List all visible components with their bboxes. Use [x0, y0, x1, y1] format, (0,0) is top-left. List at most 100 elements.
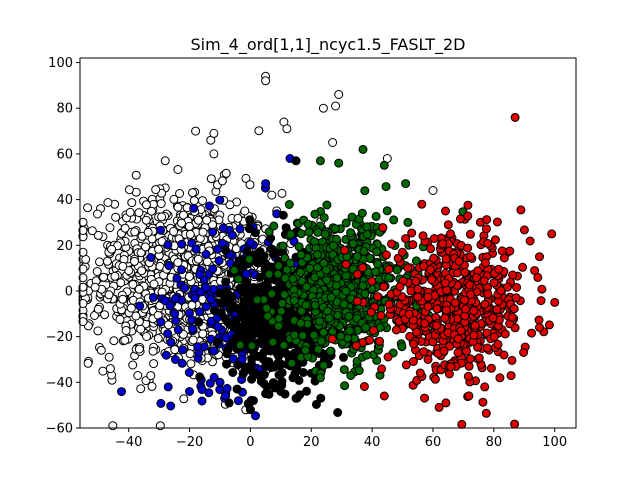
point-s2-579	[221, 245, 231, 255]
point-s0-1117	[133, 371, 143, 380]
point-s4-509	[438, 239, 448, 249]
point-s0-643	[78, 247, 88, 257]
point-s0-991	[78, 226, 88, 235]
y-tick-label-40: 40	[56, 193, 73, 208]
point-s0-1057	[142, 332, 151, 341]
point-s4-589	[432, 304, 442, 314]
point-s3-683	[358, 281, 368, 291]
point-s2-366	[228, 368, 238, 377]
point-s0-1061	[164, 320, 173, 330]
x-tick-label-100: 100	[542, 435, 567, 450]
point-s3-609	[348, 239, 358, 249]
point-s1-179	[201, 249, 211, 259]
point-s4-557	[466, 290, 476, 299]
point-s4-153	[481, 224, 491, 234]
point-s3-430	[264, 227, 274, 237]
point-s1-185	[171, 294, 181, 304]
point-s0-656	[126, 303, 136, 313]
point-s0-23	[95, 257, 104, 267]
point-s3-679	[341, 271, 351, 281]
point-s2-655	[291, 393, 301, 403]
point-s3-110	[279, 340, 289, 350]
point-s3-604	[352, 252, 362, 261]
point-s3-693	[345, 326, 355, 336]
point-s3-642	[305, 263, 315, 273]
point-s4-505	[479, 276, 489, 286]
point-s3-535	[296, 250, 306, 260]
point-s1-151	[156, 225, 166, 235]
point-s4-552	[327, 334, 337, 344]
point-s2-622	[243, 285, 253, 295]
point-s3-383	[320, 229, 330, 239]
point-s4-333	[505, 246, 515, 256]
point-s0-760	[137, 266, 147, 276]
point-s4-563	[490, 235, 500, 245]
point-s0-857	[93, 230, 103, 240]
point-s3-595	[319, 327, 329, 337]
point-s3-571	[336, 331, 346, 341]
point-s4-606	[480, 382, 490, 392]
point-s4-559	[494, 264, 504, 274]
point-s2-643	[212, 337, 222, 347]
point-s4-553	[496, 286, 506, 296]
point-s2-200	[222, 359, 231, 369]
point-s0-1060	[198, 329, 208, 339]
point-s0-932	[179, 210, 188, 220]
point-s4-425	[378, 223, 388, 233]
point-s4-566	[453, 348, 463, 358]
point-s2-580	[223, 345, 233, 354]
point-s0-1018	[87, 226, 97, 236]
point-s4-541	[450, 298, 460, 308]
point-s4-598	[440, 278, 450, 288]
point-s2-492	[247, 374, 257, 384]
point-s3-704	[401, 179, 411, 189]
point-s4-530	[429, 234, 439, 243]
point-s4-374	[384, 264, 394, 274]
point-s2-402	[244, 224, 254, 234]
point-s1-196	[251, 411, 260, 421]
point-s2-592	[285, 308, 295, 318]
point-s4-139	[465, 354, 475, 364]
point-s4-522	[480, 258, 490, 268]
point-s3-256	[277, 298, 287, 308]
point-s2-394	[298, 368, 308, 377]
x-tick-label-0: 0	[246, 435, 254, 450]
point-s1-119	[195, 307, 205, 317]
point-s4-590	[507, 312, 517, 322]
point-s1-223	[215, 377, 225, 387]
point-s4-440	[457, 419, 467, 429]
point-s0-289	[78, 273, 88, 283]
point-s0-692	[147, 234, 157, 244]
point-s1-206	[221, 391, 231, 401]
point-s3-593	[371, 211, 381, 221]
point-s0-893	[254, 126, 264, 136]
point-s1-195	[241, 269, 251, 279]
point-s1-20	[166, 337, 176, 347]
point-s1-81	[214, 256, 224, 266]
point-s0-1064	[170, 345, 180, 355]
point-s4-101	[525, 236, 535, 246]
point-s4-92	[408, 357, 418, 366]
point-s4-360	[483, 289, 493, 299]
point-s0-1114	[428, 186, 438, 195]
y-tick-label--20: −20	[46, 330, 73, 345]
point-s0-258	[241, 173, 251, 183]
point-s2-623	[237, 302, 247, 312]
point-s4-531	[533, 272, 543, 282]
point-s0-582	[148, 346, 158, 356]
point-s1-83	[201, 302, 211, 312]
point-s4-582	[404, 309, 414, 319]
point-s3-646	[263, 311, 273, 321]
x-tick-label--20: −20	[176, 435, 203, 450]
point-s4-571	[492, 304, 502, 314]
y-tick-label-0: 0	[65, 284, 73, 299]
point-s1-177	[191, 244, 201, 254]
x-tick-label-60: 60	[425, 435, 442, 450]
point-s4-549	[446, 362, 456, 372]
point-s4-160	[527, 328, 537, 338]
point-s3-696	[332, 273, 342, 283]
point-s3-471	[341, 218, 351, 228]
point-s4-418	[443, 220, 453, 230]
point-s4-554	[359, 382, 369, 391]
point-s1-163	[213, 322, 223, 332]
